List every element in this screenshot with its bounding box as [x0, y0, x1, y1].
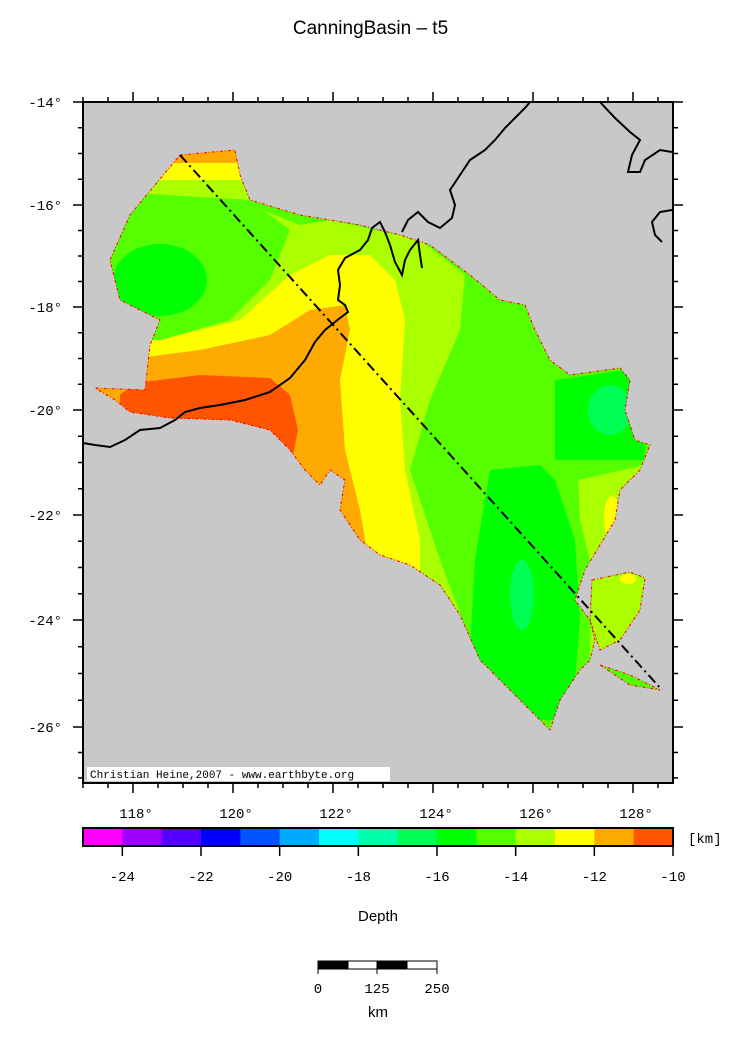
lat-tick-label: -24° — [28, 614, 62, 630]
coastline — [82, 101, 673, 449]
colorbar-swatch — [240, 828, 281, 846]
colorbar-unit: [km] — [688, 832, 722, 848]
colorbar-swatch — [515, 828, 556, 846]
lon-tick-label: 124° — [419, 807, 453, 823]
colorbar-tick-label: -10 — [660, 870, 685, 886]
colorbar-tick-label: -24 — [110, 870, 135, 886]
colorbar-swatch — [83, 828, 123, 846]
credit-box: Christian Heine,2007 - www.earthbyte.org — [87, 767, 390, 782]
map-title: CanningBasin – t5 — [292, 18, 449, 39]
scale-bar-seg-2 — [347, 960, 378, 970]
lon-tick-label: 126° — [519, 807, 553, 823]
credit-text: Christian Heine,2007 - www.earthbyte.org — [90, 770, 354, 782]
colorbar-swatch — [319, 828, 359, 846]
colorbar-swatch — [437, 828, 477, 846]
scale-bar: 0 125 250 km — [314, 960, 450, 1021]
contour-band--12-lobe — [620, 574, 636, 584]
colorbar-tick-label: -20 — [267, 870, 292, 886]
scale-label-125: 125 — [364, 982, 389, 998]
colorbar-swatch — [279, 828, 320, 846]
contour-band--16-east — [588, 385, 632, 435]
colorbar-tick-label: -18 — [346, 870, 371, 886]
colorbar-swatch — [161, 828, 202, 846]
colorbar-frame — [82, 827, 674, 847]
lon-tick-label: 120° — [219, 807, 253, 823]
scale-bar-seg-4 — [406, 960, 438, 970]
colorbar-label: Depth — [358, 908, 398, 925]
coastline-north — [401, 101, 531, 233]
lon-tick-label: 128° — [619, 807, 653, 823]
axis-tick-labels: -14° -16° -18° -20° -22° -24° -26° 118° 120° 122°… — [28, 96, 652, 823]
lat-tick-label: -14° — [28, 96, 62, 112]
scale-label-250: 250 — [424, 982, 449, 998]
coastline-east — [650, 209, 673, 243]
colorbar-swatch — [633, 828, 674, 846]
colorbar-swatch — [358, 828, 399, 846]
lat-tick-label: -22° — [28, 509, 62, 525]
colorbar-tick-label: -14 — [503, 870, 528, 886]
lat-tick-label: -18° — [28, 301, 62, 317]
lat-tick-label: -26° — [28, 721, 62, 737]
coastline-northeast — [599, 101, 673, 173]
colorbar-swatch — [122, 828, 163, 846]
scale-bar-seg-3 — [376, 960, 408, 970]
scale-unit: km — [368, 1004, 388, 1021]
lon-tick-label: 122° — [319, 807, 353, 823]
contour-band--16-south — [510, 560, 534, 630]
colorbar-swatch — [476, 828, 517, 846]
lat-tick-label: -20° — [28, 404, 62, 420]
lat-tick-label: -16° — [28, 199, 62, 215]
coastline-south — [82, 220, 423, 449]
lon-tick-label: 118° — [119, 807, 153, 823]
map-frame — [82, 101, 674, 784]
section-line — [179, 154, 663, 691]
colorbar-swatch — [397, 828, 438, 846]
colorbar-swatch — [594, 828, 635, 846]
colorbar-tick-label: -22 — [188, 870, 213, 886]
scale-bar-seg-1 — [317, 960, 349, 970]
colorbar-tick-label: -16 — [424, 870, 449, 886]
colorbar-tick-label: -12 — [582, 870, 607, 886]
contour-band--15-west — [113, 244, 207, 316]
axis-ticks — [73, 92, 683, 793]
colorbar: -24 -22 -20 -18 -16 -14 -12 -10 — [83, 828, 686, 886]
colorbar-swatch — [201, 828, 241, 846]
scale-label-0: 0 — [314, 982, 322, 998]
colorbar-swatch — [555, 828, 595, 846]
